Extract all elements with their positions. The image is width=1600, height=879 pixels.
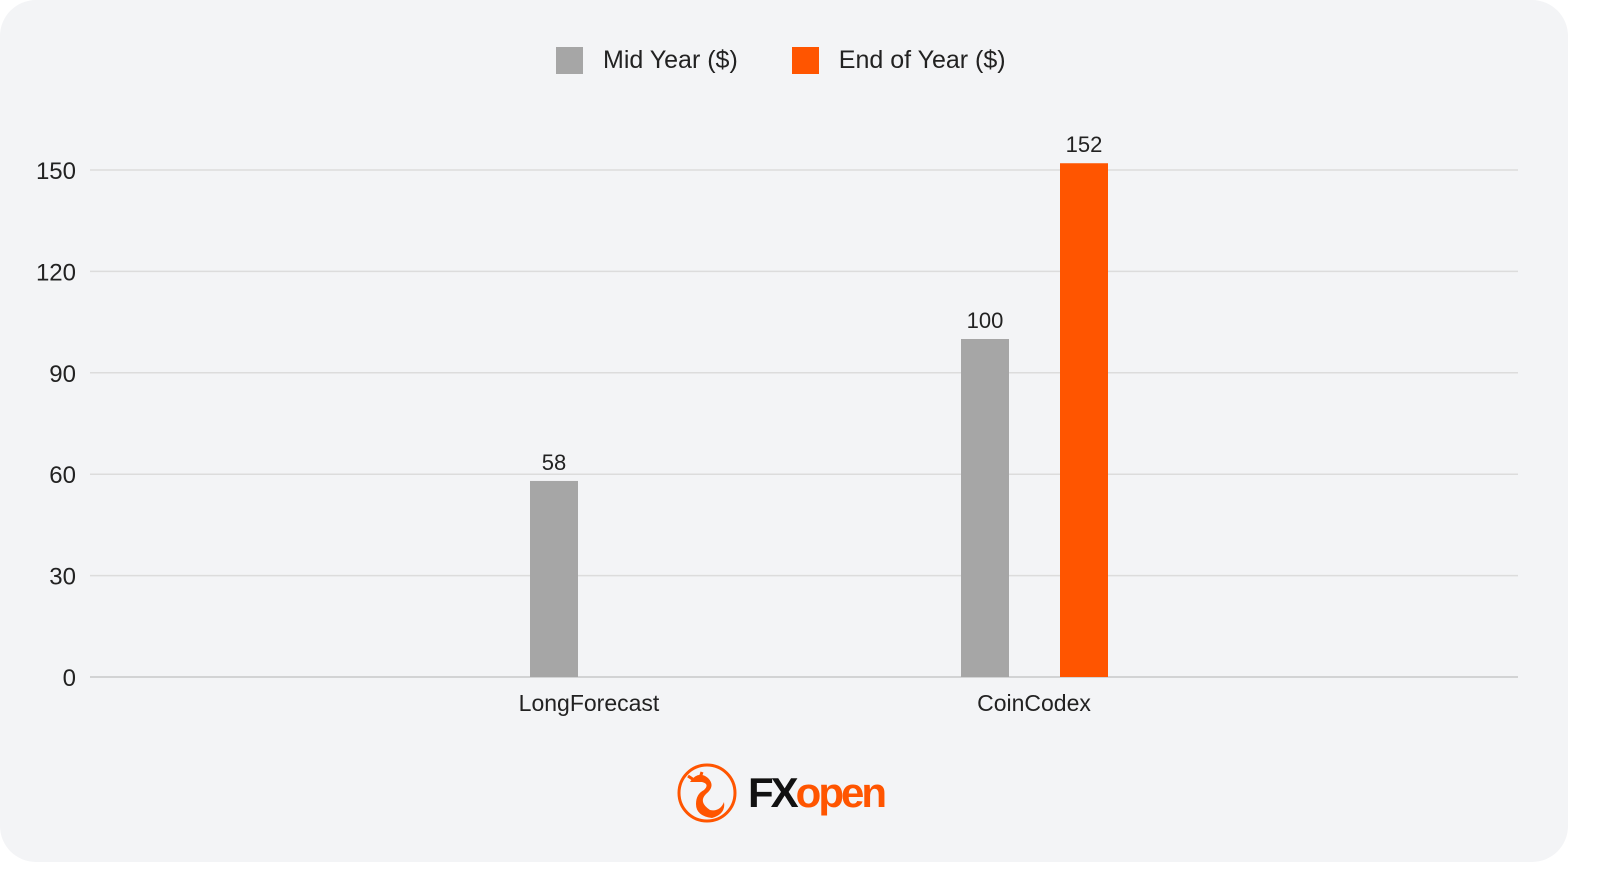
x-tick-label: CoinCodex: [977, 690, 1091, 716]
y-tick-label: 30: [49, 564, 76, 591]
bar: [961, 339, 1009, 677]
legend-swatch-end-of-year: [791, 47, 819, 74]
y-tick-label: 120: [36, 259, 76, 286]
y-tick-label: 0: [63, 665, 76, 692]
x-tick-label: LongForecast: [519, 690, 660, 716]
legend-label-mid-year: Mid Year ($): [603, 46, 738, 74]
legend-label-end-of-year: End of Year ($): [838, 46, 1006, 74]
legend: Mid Year ($) End of Year ($): [556, 46, 1060, 75]
legend-item-end-of-year: End of Year ($): [791, 46, 1006, 75]
y-tick-label: 150: [36, 158, 76, 185]
bull-logo-icon: [677, 763, 737, 823]
data-label: 100: [967, 308, 1004, 333]
logo-text: FXopen: [748, 769, 887, 816]
bar: [1060, 163, 1108, 678]
bar: [530, 480, 578, 677]
y-tick-label: 60: [49, 462, 76, 489]
data-label: 58: [542, 450, 566, 475]
data-label: 152: [1066, 132, 1103, 157]
y-tick-label: 90: [49, 361, 76, 388]
legend-item-mid-year: Mid Year ($): [556, 46, 738, 75]
legend-swatch-mid-year: [556, 47, 583, 74]
chart-card: [0, 0, 1568, 862]
fxopen-logo: FXopen: [676, 762, 887, 824]
